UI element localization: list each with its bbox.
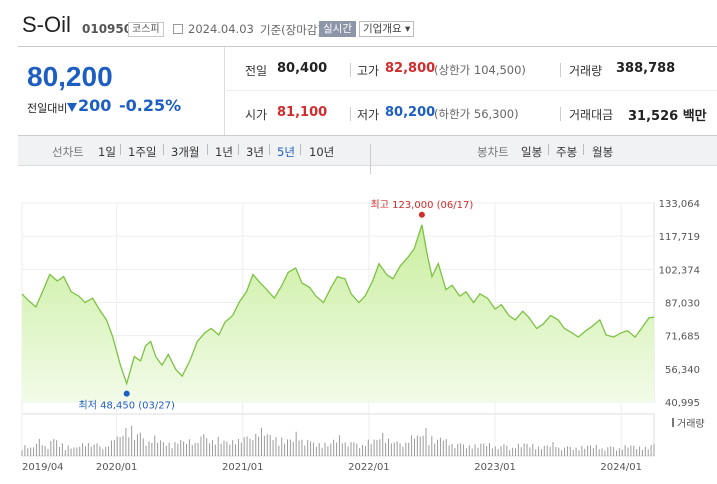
- stats-row-1: 전일 80,400 고가 82,800 (상한가 104,500) 거래량 38…: [226, 47, 717, 91]
- y-tick-label: 40,995: [665, 398, 700, 409]
- high-annotation: 최고 123,000 (06/17): [371, 199, 474, 211]
- calendar-icon: [173, 24, 183, 34]
- base-date: 2024.04.03: [188, 22, 254, 36]
- x-tick-label: 2022/01: [348, 462, 390, 473]
- y-tick-label: 102,374: [659, 265, 700, 276]
- divider: [269, 144, 270, 155]
- low-annotation: 최저 48,450 (03/27): [79, 400, 175, 412]
- open-value: 81,100: [277, 105, 328, 120]
- chart-toolbar: 선차트 1일 1주일 3개월 1년 3년 5년 10년 봉차트 일봉 주봉 월봉: [18, 136, 717, 174]
- divider: [583, 144, 584, 155]
- x-tick-label: 2020/01: [96, 462, 138, 473]
- x-tick-label: 2021/01: [222, 462, 264, 473]
- amount-value: 31,526 백만: [628, 109, 707, 124]
- low-marker: [123, 390, 130, 397]
- live-button[interactable]: 실시간: [319, 21, 356, 37]
- period-3m[interactable]: 3개월: [171, 145, 200, 159]
- change-value-text: 200: [78, 96, 112, 115]
- divider: [560, 63, 561, 77]
- low-label: 저가: [357, 108, 380, 122]
- divider: [370, 144, 371, 174]
- current-price: 80,200: [27, 61, 113, 92]
- open-label: 시가: [245, 108, 268, 122]
- x-tick-label: 2023/01: [474, 462, 516, 473]
- divider: [207, 144, 208, 155]
- low-value: 80,200: [385, 105, 436, 120]
- market-badge: 코스피: [128, 22, 164, 37]
- chevron-down-icon: ▾: [404, 23, 411, 35]
- volume-legend-icon: [672, 418, 674, 427]
- period-1d[interactable]: 1일: [98, 145, 116, 159]
- candle-monthly[interactable]: 월봉: [592, 145, 614, 159]
- divider: [163, 144, 164, 155]
- high-label: 고가: [357, 64, 380, 78]
- current-price-panel: 80,200 전일대비 200 -0.25%: [18, 47, 225, 135]
- x-tick-label: 2019/04: [22, 462, 64, 473]
- base-basis: 기준(장마감): [260, 23, 322, 37]
- x-tick-label: 2024/01: [600, 462, 642, 473]
- lower-limit: (하한가 56,300): [434, 107, 519, 121]
- y-tick-label: 117,719: [659, 232, 700, 243]
- period-5y[interactable]: 5년: [277, 145, 295, 159]
- volume-legend: 거래량: [677, 418, 705, 430]
- divider: [238, 144, 239, 155]
- divider: [350, 107, 351, 121]
- company-overview-dropdown[interactable]: 기업개요 ▾: [359, 21, 415, 37]
- down-triangle-icon: [67, 103, 77, 112]
- volume-label: 거래량: [569, 64, 603, 78]
- period-10y[interactable]: 10년: [309, 145, 335, 159]
- y-tick-label: 87,030: [665, 298, 700, 309]
- price-line: [21, 224, 655, 386]
- divider: [300, 144, 301, 155]
- change-percent: -0.25%: [119, 96, 182, 115]
- amount-label: 거래대금: [569, 108, 614, 122]
- divider: [548, 144, 549, 155]
- period-1y[interactable]: 1년: [215, 145, 233, 159]
- stock-name: S-Oil: [22, 12, 71, 37]
- candle-daily[interactable]: 일봉: [521, 145, 543, 159]
- change-value: 200: [67, 96, 111, 115]
- line-chart-label: 선차트: [52, 145, 84, 159]
- divider: [350, 63, 351, 77]
- volume-value: 388,788: [616, 61, 676, 76]
- stock-header: S-Oil 010950 코스피 2024.04.03 기준(장마감) 실시간 …: [0, 0, 717, 44]
- high-marker: [418, 211, 425, 218]
- high-value: 82,800: [385, 61, 436, 76]
- period-3y[interactable]: 3년: [246, 145, 264, 159]
- y-tick-label: 56,340: [665, 365, 700, 376]
- upper-limit: (상한가 104,500): [434, 63, 526, 77]
- y-tick-label: 133,064: [659, 199, 700, 210]
- y-tick-label: 71,685: [665, 332, 700, 343]
- period-1w[interactable]: 1주일: [128, 145, 157, 159]
- divider: [560, 107, 561, 121]
- change-label: 전일대비: [27, 102, 68, 115]
- stock-code: 010950: [82, 22, 133, 36]
- candle-chart-label: 봉차트: [477, 145, 509, 159]
- company-overview-label: 기업개요: [363, 23, 402, 35]
- prev-close-label: 전일: [245, 64, 268, 78]
- price-area: [22, 224, 654, 402]
- prev-close-value: 80,400: [277, 61, 328, 76]
- stats-row-2: 시가 81,100 저가 80,200 (하한가 56,300) 거래대금 31…: [226, 91, 717, 135]
- divider: [120, 144, 121, 155]
- price-panel: 80,200 전일대비 200 -0.25% 전일 80,400 고가 82,8…: [18, 46, 717, 136]
- candle-weekly[interactable]: 주봉: [556, 145, 578, 159]
